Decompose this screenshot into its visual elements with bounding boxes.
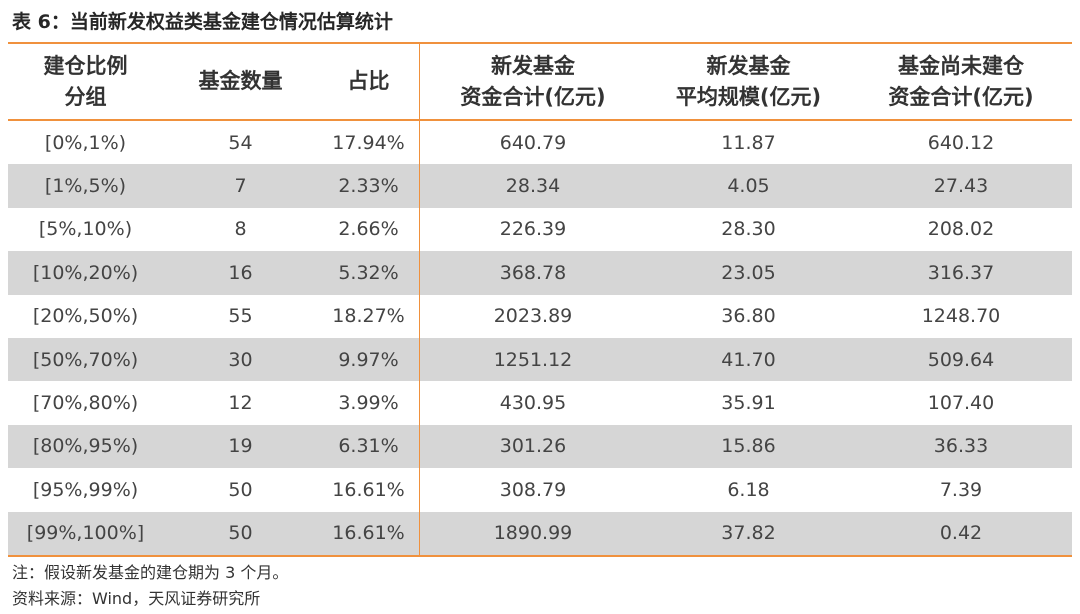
cell-total: 226.39 [499, 218, 567, 241]
fund-position-table: 建仓比例 分组 基金数量 占比 新发基金 资金合计(亿元) 新发基金 平均规模(… [8, 44, 1072, 555]
table-row: [95%,99%) 50 16.61% 308.79 6.18 7.39 [8, 468, 1072, 511]
cell-group: [50%,70%) [8, 337, 163, 382]
cell-group: [20%,50%) [32, 305, 139, 328]
cell-unpositioned: 107.40 [927, 392, 995, 415]
cell-share: 16.61% [332, 478, 405, 501]
source-note: 资料来源：Wind，天风证券研究所 [12, 589, 261, 608]
column-divider [419, 44, 420, 555]
cell-unpositioned: 1248.70 [921, 305, 1001, 328]
table-row: [70%,80%) 12 3.99% 430.95 35.91 107.40 [8, 381, 1072, 424]
cell-average: 28.30 [721, 218, 776, 241]
cell-average: 36.80 [721, 305, 776, 328]
cell-unpositioned: 316.37 [850, 251, 1072, 295]
cell-share: 18.27% [332, 305, 405, 328]
cell-unpositioned: 36.33 [850, 424, 1072, 469]
cell-count: 16 [163, 251, 318, 295]
table-row: [0%,1%) 54 17.94% 640.79 11.87 640.12 [8, 121, 1072, 164]
cell-count: 30 [163, 337, 318, 382]
table-header-rule [8, 119, 1072, 121]
cell-count: 54 [228, 131, 253, 154]
cell-count: 55 [228, 305, 253, 328]
cell-group: [95%,99%) [32, 478, 139, 501]
cell-average: 15.86 [647, 424, 850, 469]
table-row: [5%,10%) 8 2.66% 226.39 28.30 208.02 [8, 208, 1072, 251]
cell-total: 1890.99 [419, 511, 647, 555]
cell-unpositioned: 0.42 [850, 511, 1072, 555]
table-row: [20%,50%) 55 18.27% 2023.89 36.80 1248.7… [8, 295, 1072, 338]
header-new-fund-average: 新发基金 平均规模(亿元) [675, 53, 822, 109]
cell-count: 12 [228, 392, 253, 415]
cell-group: [10%,20%) [8, 251, 163, 295]
header-unpositioned-total: 基金尚未建仓 资金合计(亿元) [888, 53, 1034, 109]
cell-unpositioned: 7.39 [939, 478, 983, 501]
cell-unpositioned: 208.02 [927, 218, 995, 241]
cell-average: 6.18 [727, 478, 770, 501]
cell-group: [5%,10%) [38, 218, 133, 241]
cell-share: 9.97% [318, 337, 419, 382]
cell-total: 430.95 [499, 392, 567, 415]
table-row: [1%,5%) 7 2.33% 28.34 4.05 27.43 [8, 164, 1072, 208]
cell-average: 4.05 [647, 164, 850, 208]
table-row: [50%,70%) 30 9.97% 1251.12 41.70 509.64 [8, 337, 1072, 382]
cell-count: 19 [163, 424, 318, 469]
table-row: [80%,95%) 19 6.31% 301.26 15.86 36.33 [8, 424, 1072, 469]
cell-share: 3.99% [338, 392, 399, 415]
cell-unpositioned: 640.12 [927, 131, 995, 154]
cell-total: 28.34 [419, 164, 647, 208]
cell-group: [80%,95%) [8, 424, 163, 469]
cell-average: 11.87 [721, 131, 776, 154]
cell-total: 2023.89 [493, 305, 573, 328]
cell-count: 50 [163, 511, 318, 555]
table-title: 表 6：当前新发权益类基金建仓情况估算统计 [12, 11, 393, 33]
cell-group: [70%,80%) [32, 392, 139, 415]
cell-average: 41.70 [647, 337, 850, 382]
table-bottom-rule [8, 555, 1072, 557]
cell-count: 50 [228, 478, 253, 501]
cell-unpositioned: 509.64 [850, 337, 1072, 382]
cell-count: 7 [163, 164, 318, 208]
table-top-rule [8, 42, 1072, 44]
cell-unpositioned: 27.43 [850, 164, 1072, 208]
cell-share: 2.66% [338, 218, 399, 241]
cell-average: 37.82 [647, 511, 850, 555]
cell-group: [99%,100%] [8, 511, 163, 555]
cell-share: 2.33% [318, 164, 419, 208]
cell-share: 16.61% [318, 511, 419, 555]
cell-average: 35.91 [721, 392, 776, 415]
cell-total: 368.78 [419, 251, 647, 295]
header-share: 占比 [347, 69, 390, 93]
cell-share: 17.94% [332, 131, 405, 154]
cell-total: 301.26 [419, 424, 647, 469]
cell-group: [1%,5%) [8, 164, 163, 208]
table-header-row: 建仓比例 分组 基金数量 占比 新发基金 资金合计(亿元) 新发基金 平均规模(… [8, 44, 1072, 119]
header-fund-count: 基金数量 [198, 69, 283, 93]
cell-average: 23.05 [647, 251, 850, 295]
cell-total: 640.79 [499, 131, 567, 154]
cell-count: 8 [234, 218, 247, 241]
cell-share: 6.31% [318, 424, 419, 469]
table-row: [99%,100%] 50 16.61% 1890.99 37.82 0.42 [8, 511, 1072, 555]
table-row: [10%,20%) 16 5.32% 368.78 23.05 316.37 [8, 251, 1072, 295]
footnote: 注：假设新发基金的建仓期为 3 个月。 [12, 563, 289, 582]
cell-total: 308.79 [499, 478, 567, 501]
cell-share: 5.32% [318, 251, 419, 295]
cell-group: [0%,1%) [44, 131, 127, 154]
cell-total: 1251.12 [419, 337, 647, 382]
header-position-group: 建仓比例 分组 [43, 53, 128, 109]
header-new-fund-total: 新发基金 资金合计(亿元) [460, 53, 606, 109]
